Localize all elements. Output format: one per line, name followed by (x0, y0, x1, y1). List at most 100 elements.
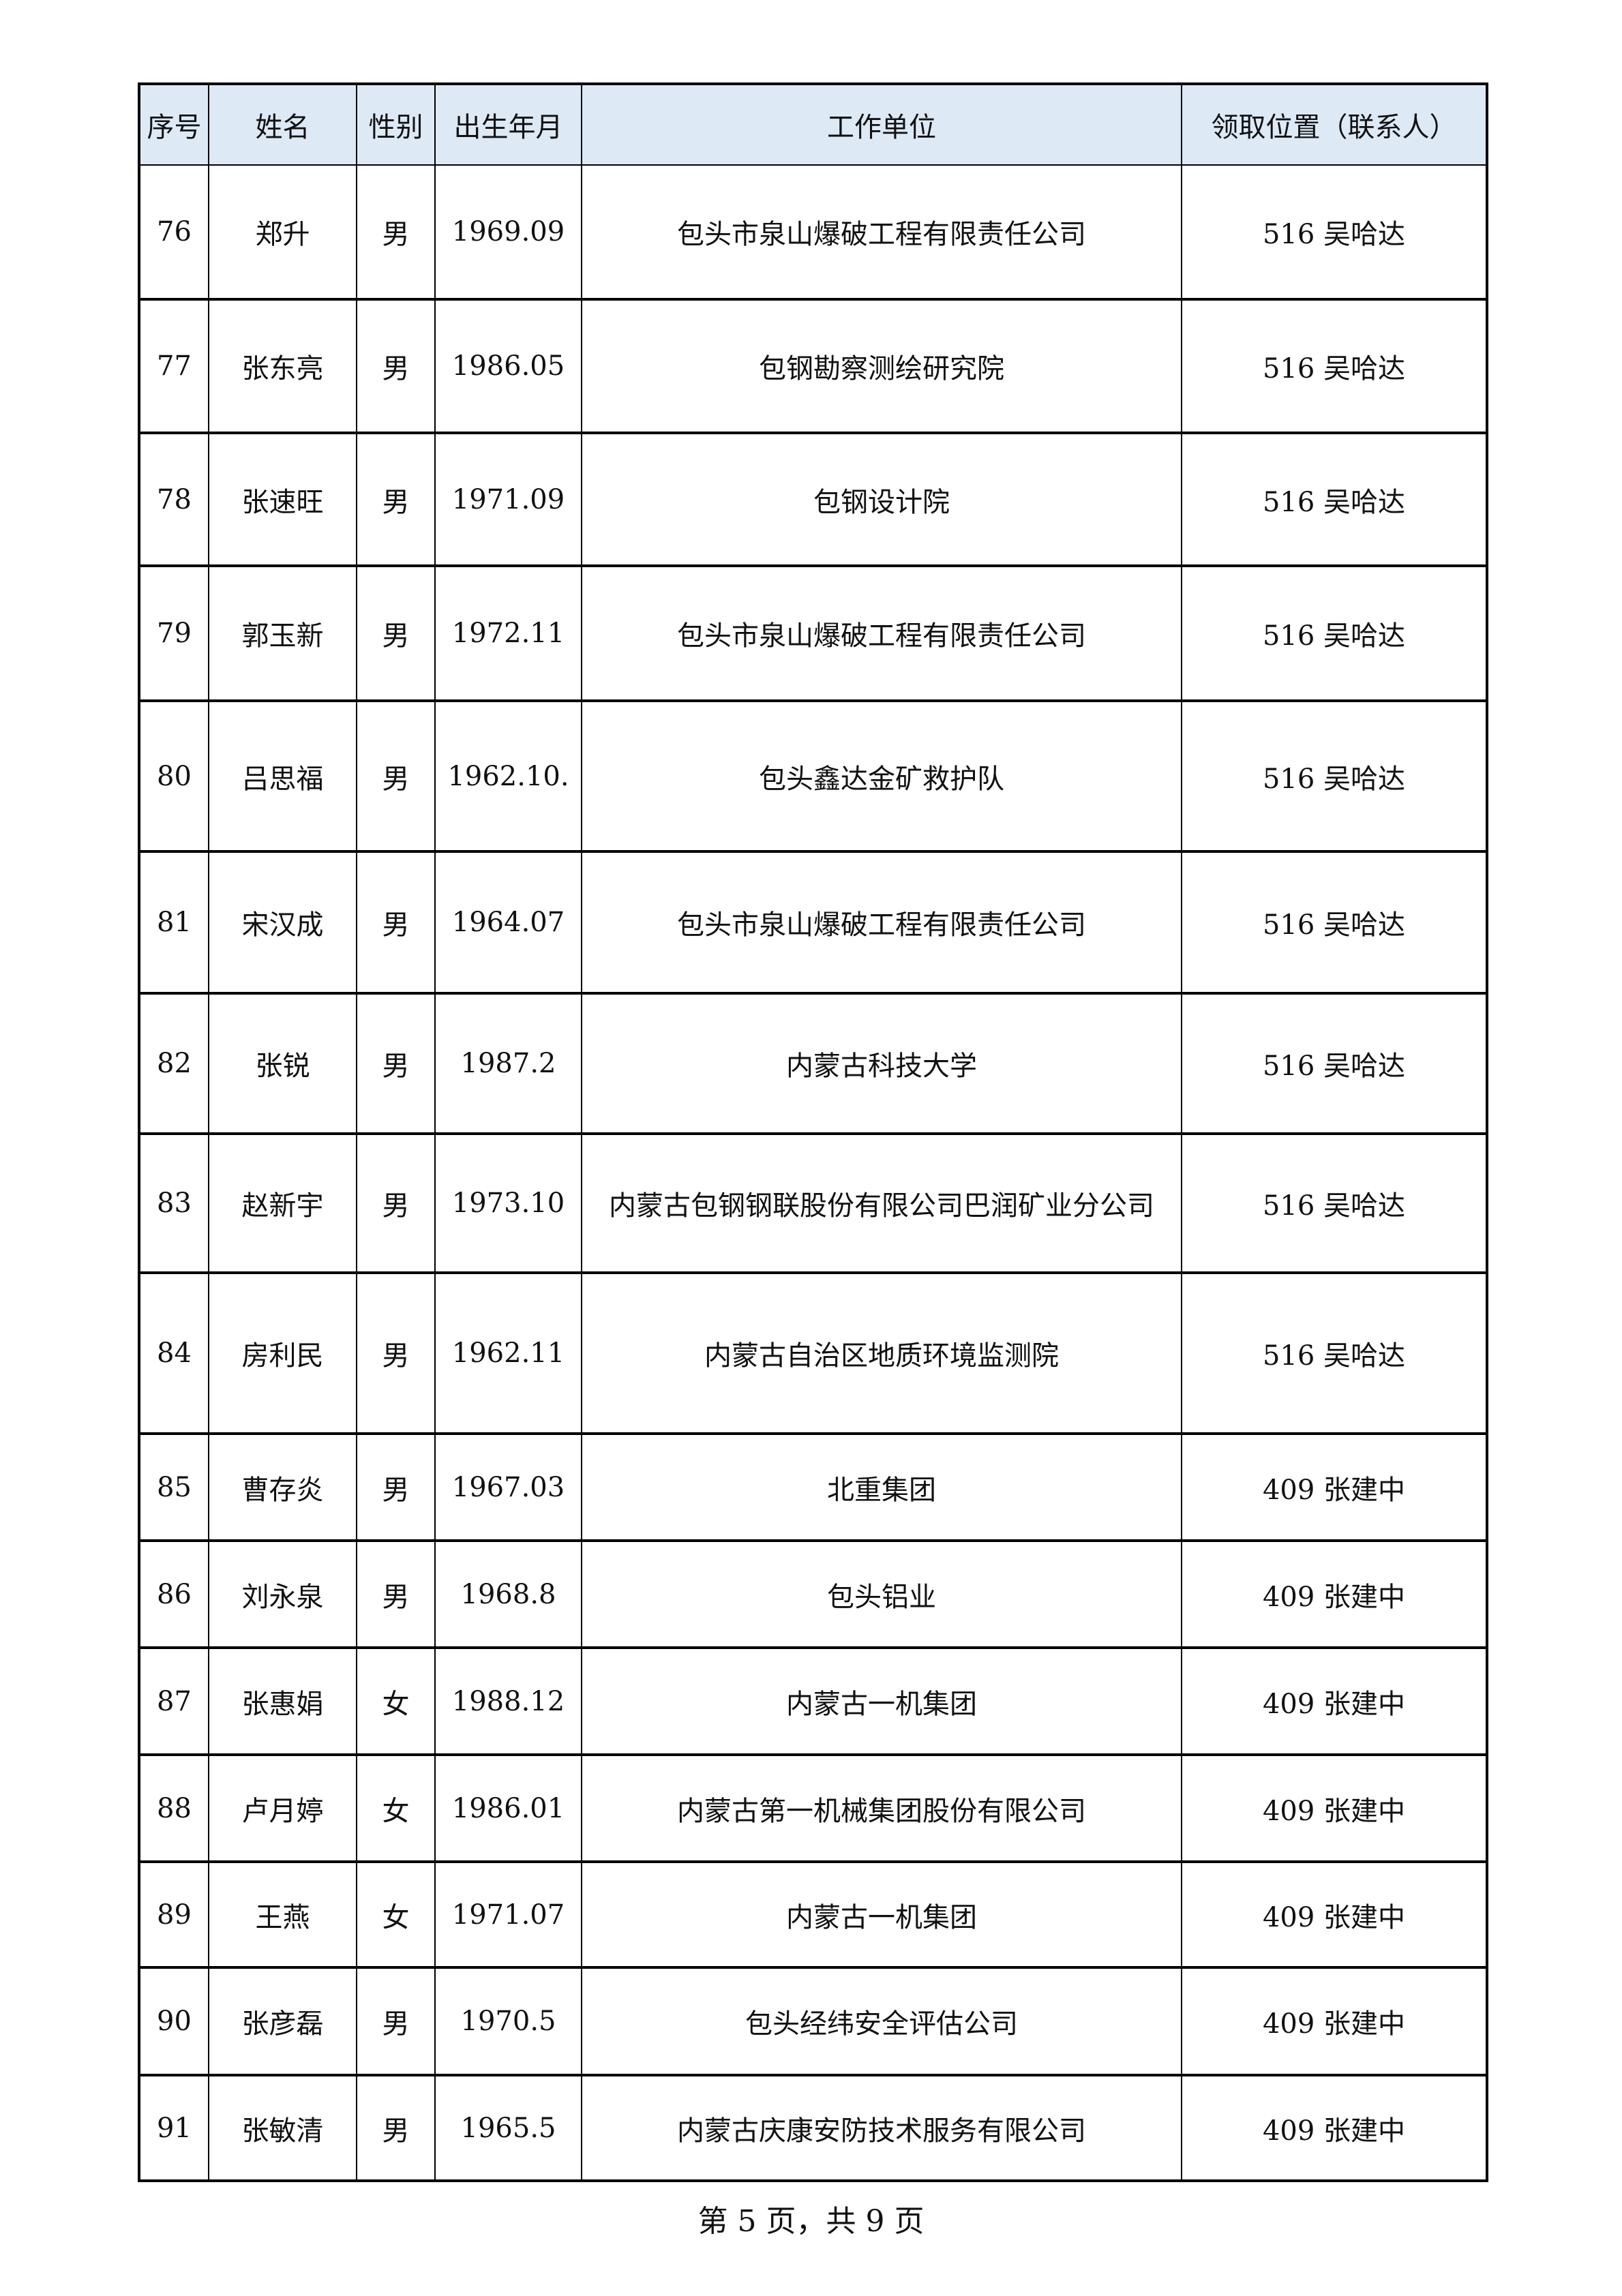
row-employer: 包头市泉山爆破工程有限责任公司 (581, 565, 1182, 702)
row-gender: 男 (356, 164, 436, 301)
row-name: 王燕 (208, 1861, 357, 1969)
row-gender: 男 (356, 1272, 436, 1435)
table-row: 77 张东亮男 1986.05 包钢勘察测绘研究院 516 吴哈达 (138, 299, 1488, 434)
row-index: 86 (138, 1540, 209, 1649)
header-birth: 出生年月 (434, 83, 582, 166)
header-row: 序号 姓名 性别 出生年月 工作单位 领取位置（联系人） (138, 83, 1488, 166)
row-employer: 内蒙古自治区地质环境监测院 (581, 1272, 1182, 1435)
row-birth: 1964.07 (434, 851, 582, 995)
row-index: 80 (138, 700, 209, 853)
row-employer: 内蒙古一机集团 (581, 1647, 1182, 1756)
table-row: 89 王燕女 1971.07 内蒙古一机集团 409 张建中 (138, 1861, 1488, 1969)
row-birth: 1986.01 (434, 1754, 582, 1863)
row-pickup: 409 张建中 (1181, 1861, 1488, 1969)
row-pickup: 516 吴哈达 (1181, 851, 1488, 995)
row-name: 吕思福 (208, 700, 357, 853)
row-pickup: 516 吴哈达 (1181, 993, 1488, 1135)
row-gender: 男 (356, 993, 436, 1135)
row-index: 85 (138, 1433, 209, 1542)
row-name: 张东亮 (208, 299, 357, 434)
row-index: 91 (138, 2074, 209, 2182)
row-pickup: 516 吴哈达 (1181, 164, 1488, 301)
row-employer: 北重集团 (581, 1433, 1182, 1542)
header-employer: 工作单位 (581, 83, 1182, 166)
table-row: 82 张锐男 1987.2 内蒙古科技大学 516 吴哈达 (138, 993, 1488, 1135)
row-gender: 男 (356, 1967, 436, 2076)
row-employer: 内蒙古包钢钢联股份有限公司巴润矿业分公司 (581, 1133, 1182, 1274)
row-name: 张敏清 (208, 2074, 357, 2182)
row-pickup: 516 吴哈达 (1181, 700, 1488, 853)
row-birth: 1962.10. (434, 700, 582, 853)
row-gender: 男 (356, 1433, 436, 1542)
table-row: 87 张惠娟女 1988.12 内蒙古一机集团 409 张建中 (138, 1647, 1488, 1756)
table-row: 76 郑升男 1969.09 包头市泉山爆破工程有限责任公司 516 吴哈达 (138, 164, 1488, 301)
row-name: 刘永泉 (208, 1540, 357, 1649)
row-birth: 1972.11 (434, 565, 582, 702)
row-birth: 1987.2 (434, 993, 582, 1135)
table-row: 79 郭玉新男 1972.11 包头市泉山爆破工程有限责任公司 516 吴哈达 (138, 565, 1488, 702)
row-employer: 包钢设计院 (581, 432, 1182, 567)
row-index: 82 (138, 993, 209, 1135)
table-row: 90 张彦磊男 1970.5 包头经纬安全评估公司 409 张建中 (138, 1967, 1488, 2076)
header-gender: 性别 (356, 83, 436, 166)
row-pickup: 516 吴哈达 (1181, 565, 1488, 702)
table-row: 86 刘永泉男 1968.8 包头铝业 409 张建中 (138, 1540, 1488, 1649)
row-gender: 男 (356, 1540, 436, 1649)
row-name: 张锐 (208, 993, 357, 1135)
page-footer: 第 5 页，共 9 页 (697, 2204, 925, 2239)
row-index: 76 (138, 164, 209, 301)
row-employer: 包头鑫达金矿救护队 (581, 700, 1182, 853)
row-employer: 内蒙古一机集团 (581, 1861, 1182, 1969)
table-row: 83 赵新宇男 1973.10 内蒙古包钢钢联股份有限公司巴润矿业分公司 516 吴哈达 (138, 1133, 1488, 1274)
row-name: 郑升 (208, 164, 357, 301)
row-employer: 包头市泉山爆破工程有限责任公司 (581, 164, 1182, 301)
row-birth: 1967.03 (434, 1433, 582, 1542)
row-pickup: 409 张建中 (1181, 1754, 1488, 1863)
row-employer: 包钢勘察测绘研究院 (581, 299, 1182, 434)
row-gender: 男 (356, 2074, 436, 2182)
header-pickup: 领取位置（联系人） (1181, 83, 1488, 166)
personnel-table: 序号 姓名 性别 出生年月 工作单位 领取位置（联系人） 76 郑升男 1969.0… (138, 82, 1488, 2182)
row-employer: 内蒙古科技大学 (581, 993, 1182, 1135)
row-index: 88 (138, 1754, 209, 1863)
row-birth: 1968.8 (434, 1540, 582, 1649)
table-row: 91 张敏清男 1965.5 内蒙古庆康安防技术服务有限公司 409 张建中 (138, 2074, 1488, 2182)
row-pickup: 516 吴哈达 (1181, 1133, 1488, 1274)
row-pickup: 409 张建中 (1181, 2074, 1488, 2182)
row-name: 张惠娟 (208, 1647, 357, 1756)
row-index: 78 (138, 432, 209, 567)
header-index: 序号 (138, 83, 209, 166)
row-name: 张彦磊 (208, 1967, 357, 2076)
row-name: 赵新宇 (208, 1133, 357, 1274)
row-name: 卢月婷 (208, 1754, 357, 1863)
row-pickup: 516 吴哈达 (1181, 432, 1488, 567)
row-gender: 男 (356, 432, 436, 567)
row-pickup: 516 吴哈达 (1181, 1272, 1488, 1435)
row-birth: 1962.11 (434, 1272, 582, 1435)
row-employer: 包头经纬安全评估公司 (581, 1967, 1182, 2076)
row-employer: 包头市泉山爆破工程有限责任公司 (581, 851, 1182, 995)
row-name: 郭玉新 (208, 565, 357, 702)
row-gender: 男 (356, 299, 436, 434)
table-row: 78 张速旺男 1971.09 包钢设计院 516 吴哈达 (138, 432, 1488, 567)
header-name: 姓名 (208, 83, 357, 166)
table-row: 84 房利民男 1962.11 内蒙古自治区地质环境监测院 516 吴哈达 (138, 1272, 1488, 1435)
row-pickup: 409 张建中 (1181, 1967, 1488, 2076)
row-name: 房利民 (208, 1272, 357, 1435)
row-employer: 内蒙古庆康安防技术服务有限公司 (581, 2074, 1182, 2182)
row-pickup: 516 吴哈达 (1181, 299, 1488, 434)
row-birth: 1969.09 (434, 164, 582, 301)
row-birth: 1986.05 (434, 299, 582, 434)
row-index: 83 (138, 1133, 209, 1274)
row-birth: 1988.12 (434, 1647, 582, 1756)
table-row: 88 卢月婷女 1986.01 内蒙古第一机械集团股份有限公司 409 张建中 (138, 1754, 1488, 1863)
row-pickup: 409 张建中 (1181, 1540, 1488, 1649)
row-index: 81 (138, 851, 209, 995)
row-birth: 1971.07 (434, 1861, 582, 1969)
row-gender: 男 (356, 565, 436, 702)
table-row: 80 吕思福男 1962.10. 包头鑫达金矿救护队 516 吴哈达 (138, 700, 1488, 853)
table-row: 81 宋汉成男 1964.07 包头市泉山爆破工程有限责任公司 516 吴哈达 (138, 851, 1488, 995)
row-gender: 女 (356, 1754, 436, 1863)
table-row: 85 曹存炎男 1967.03 北重集团 409 张建中 (138, 1433, 1488, 1542)
row-name: 张速旺 (208, 432, 357, 567)
